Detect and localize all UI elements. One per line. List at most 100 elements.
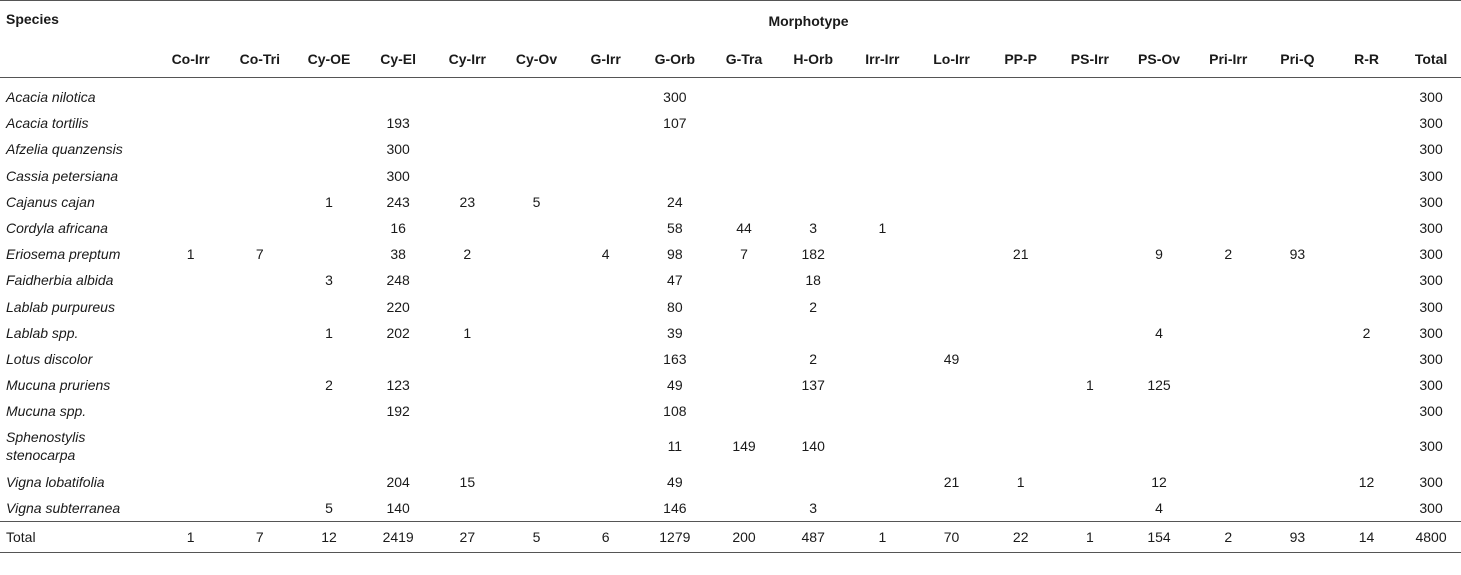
- table-body: Acacia nilotica 300 300 Acacia tortilis 193 1…: [0, 78, 1461, 522]
- table-row: Afzelia quanzensis 300 300: [0, 136, 1461, 162]
- count-cell: [571, 163, 640, 189]
- count-cell: 3: [325, 272, 333, 289]
- count-cell: [709, 398, 778, 424]
- count-cell: [571, 78, 640, 111]
- count-cell: [1194, 398, 1263, 424]
- count-cell: [156, 294, 225, 320]
- count-cell: [709, 294, 778, 320]
- totals-row: Total 1 7 12 2419 27 5 6 1279 200 487 1 70 22 1 154 2 93…: [0, 520, 1461, 553]
- count-cell: [294, 110, 363, 136]
- count-cell: [502, 163, 571, 189]
- count-cell: [225, 468, 294, 494]
- count-cell: 300: [1419, 403, 1443, 420]
- total-cell: 2: [1193, 520, 1263, 553]
- count-cell: 47: [667, 272, 683, 289]
- total-cell: 7: [225, 520, 295, 553]
- count-cell: 300: [1419, 89, 1443, 106]
- count-cell: [779, 163, 848, 189]
- column-header: PS-Irr: [1055, 41, 1125, 78]
- count-cell: 204: [386, 473, 410, 490]
- count-cell: [1332, 294, 1401, 320]
- count-cell: [1332, 495, 1401, 522]
- count-cell: [1332, 267, 1401, 293]
- count-cell: [1332, 398, 1401, 424]
- count-cell: 108: [663, 403, 687, 420]
- count-cell: [986, 136, 1055, 162]
- count-cell: 1: [1016, 473, 1025, 490]
- count-cell: 4: [1155, 499, 1163, 516]
- count-cell: 300: [1419, 220, 1443, 237]
- total-cell: 93: [1262, 520, 1332, 553]
- count-cell: [225, 495, 294, 522]
- count-cell: [779, 320, 848, 346]
- count-cell: [1332, 215, 1401, 241]
- column-header: Pri-Irr: [1193, 41, 1263, 78]
- total-cell: 5: [501, 520, 572, 553]
- count-cell: 248: [386, 272, 410, 289]
- count-cell: [225, 294, 294, 320]
- species-column-header: Species: [0, 0, 157, 78]
- count-cell: [1194, 346, 1263, 372]
- count-cell: 1: [325, 193, 333, 210]
- count-cell: [1055, 110, 1124, 136]
- count-cell: [917, 495, 986, 522]
- count-cell: [1055, 136, 1124, 162]
- count-cell: [848, 398, 917, 424]
- count-cell: [364, 78, 433, 111]
- column-header: Cy-OE: [294, 41, 364, 78]
- count-cell: [917, 189, 986, 215]
- count-cell: 300: [663, 89, 687, 106]
- count-cell: [571, 267, 640, 293]
- count-cell: [502, 267, 571, 293]
- count-cell: [1194, 468, 1263, 494]
- count-cell: 21: [1012, 246, 1029, 263]
- count-cell: [1055, 468, 1124, 494]
- table-row: Acacia tortilis 193 107 300: [0, 110, 1461, 136]
- count-cell: [433, 346, 502, 372]
- count-cell: [640, 163, 709, 189]
- count-cell: [571, 372, 640, 398]
- count-cell: 2: [809, 298, 818, 315]
- count-cell: 49: [667, 473, 683, 490]
- table-row: Faidherbia albida 3 248 47 18 300: [0, 267, 1461, 293]
- count-cell: [1194, 215, 1263, 241]
- count-cell: [1055, 294, 1124, 320]
- count-cell: 182: [801, 246, 825, 263]
- count-cell: [294, 398, 363, 424]
- count-cell: 300: [1419, 473, 1443, 490]
- count-cell: [156, 320, 225, 346]
- count-cell: [848, 267, 917, 293]
- count-cell: [917, 78, 986, 111]
- total-cell: 6: [571, 520, 641, 553]
- count-cell: [571, 110, 640, 136]
- count-cell: [1263, 78, 1332, 111]
- count-cell: 11: [667, 438, 683, 455]
- count-cell: 163: [663, 350, 687, 367]
- count-cell: [848, 495, 917, 522]
- count-cell: 58: [667, 220, 683, 237]
- count-cell: [1194, 110, 1263, 136]
- species-name: Mucuna pruriens: [6, 377, 111, 394]
- table-header: Species Morphotype Co-Irr Co-Tri Cy-OE Cy-E…: [0, 0, 1461, 78]
- count-cell: [848, 78, 917, 111]
- count-cell: [709, 346, 778, 372]
- count-cell: [709, 189, 778, 215]
- count-cell: [225, 163, 294, 189]
- count-cell: [848, 189, 917, 215]
- count-cell: [156, 136, 225, 162]
- count-cell: [502, 468, 571, 494]
- column-header: Irr-Irr: [847, 41, 917, 78]
- count-cell: [1194, 495, 1263, 522]
- total-cell: 487: [778, 520, 848, 553]
- count-cell: [433, 294, 502, 320]
- count-cell: [1055, 424, 1124, 468]
- count-cell: 49: [943, 350, 960, 367]
- count-cell: [986, 424, 1055, 468]
- column-header: PS-Ov: [1124, 41, 1194, 78]
- count-cell: 18: [805, 272, 821, 289]
- count-cell: 192: [386, 403, 410, 420]
- count-cell: [571, 215, 640, 241]
- count-cell: [917, 372, 986, 398]
- count-cell: [156, 468, 225, 494]
- count-cell: [709, 468, 778, 494]
